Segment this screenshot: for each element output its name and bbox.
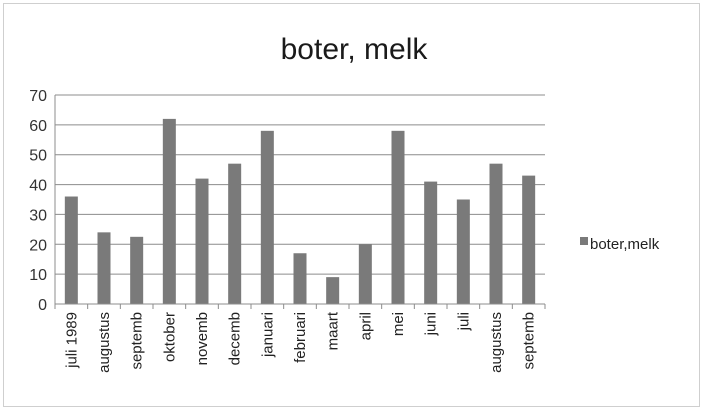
x-tick-label: juni xyxy=(423,312,440,336)
x-tick-label: april xyxy=(357,312,374,340)
x-tick-label: septemb xyxy=(521,312,538,370)
chart-title: boter, melk xyxy=(281,33,429,66)
x-tick-label: februari xyxy=(292,312,309,363)
bar xyxy=(391,130,405,304)
x-tick-label: juli xyxy=(455,312,472,331)
x-tick-label: januari xyxy=(259,312,276,358)
x-tick-label: maart xyxy=(325,311,342,350)
bar xyxy=(162,118,176,304)
bar xyxy=(64,196,78,304)
bar xyxy=(456,199,470,304)
y-tick-label: 70 xyxy=(29,88,47,105)
y-tick-label: 40 xyxy=(29,178,47,195)
legend-swatch xyxy=(580,237,588,245)
bar xyxy=(489,163,503,304)
y-tick-label: 30 xyxy=(29,207,47,224)
x-tick-label: novemb xyxy=(194,312,211,365)
bar xyxy=(326,277,340,304)
chart-frame: boter, melk 0 10 20 30 40 50 60 70 juli 1989 aug… xyxy=(3,3,700,407)
x-tick-label: mei xyxy=(390,312,407,336)
x-axis-ticks: juli 1989 augustus septemb oktober novemb dec… xyxy=(54,304,546,373)
x-tick-label: oktober xyxy=(161,312,178,362)
bars xyxy=(64,118,536,304)
bar-chart: boter, melk 0 10 20 30 40 50 60 70 juli 1989 aug… xyxy=(29,33,660,373)
y-tick-label: 60 xyxy=(29,118,47,135)
legend: boter,melk xyxy=(580,236,660,253)
bar xyxy=(358,244,372,304)
x-tick-label: juli 1989 xyxy=(63,312,80,369)
x-tick-label: decemb xyxy=(227,312,244,365)
y-tick-label: 0 xyxy=(38,297,47,314)
bar xyxy=(228,163,242,304)
x-tick-label: augustus xyxy=(96,312,113,373)
bar xyxy=(522,175,536,304)
bar xyxy=(130,236,144,304)
legend-label: boter,melk xyxy=(590,236,660,253)
x-tick-label: augustus xyxy=(488,312,505,373)
bar xyxy=(195,178,209,304)
x-tick-label: septemb xyxy=(129,312,146,370)
y-tick-label: 10 xyxy=(29,267,47,284)
bar xyxy=(260,130,274,304)
y-tick-label: 20 xyxy=(29,237,47,254)
bar xyxy=(293,253,307,304)
y-tick-label: 50 xyxy=(29,148,47,165)
y-axis-ticks: 0 10 20 30 40 50 60 70 xyxy=(29,88,47,314)
gridlines xyxy=(55,94,545,275)
bar xyxy=(424,181,438,304)
bar xyxy=(97,232,111,304)
